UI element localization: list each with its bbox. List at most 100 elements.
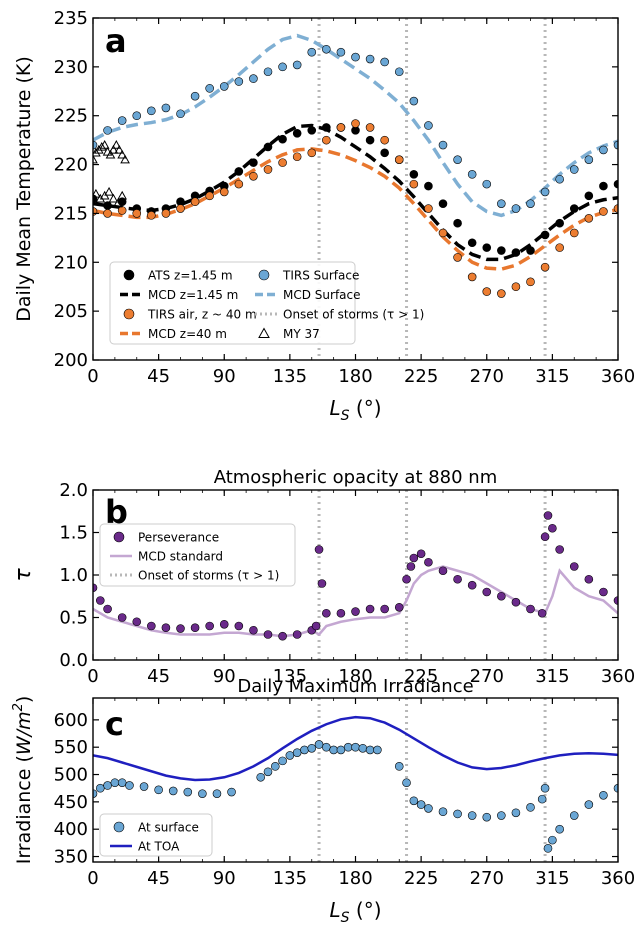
data-point — [613, 204, 618, 213]
data-point — [176, 109, 185, 119]
data-point — [219, 187, 229, 197]
data-point — [453, 218, 462, 228]
x-axis-label-L: L — [329, 898, 340, 922]
data-point — [365, 604, 375, 614]
data-point — [329, 745, 338, 755]
plot-area — [93, 18, 618, 360]
legend-label: MCD standard — [138, 550, 223, 564]
panel-label: c — [105, 705, 124, 743]
data-point — [373, 745, 382, 755]
x-tick-label: 0 — [87, 366, 98, 387]
data-point — [263, 142, 273, 152]
y-tick-label: 210 — [54, 252, 88, 273]
data-point — [205, 84, 214, 93]
data-point — [336, 123, 346, 132]
x-tick-label: 180 — [338, 868, 372, 889]
data-point-triangle — [93, 144, 104, 154]
data-point — [190, 197, 200, 207]
x-axis-label-sub: S — [341, 408, 350, 424]
series-line-3 — [93, 147, 618, 271]
data-point — [482, 812, 492, 822]
data-point-triangle — [93, 154, 98, 164]
x-tick-label: 225 — [404, 868, 438, 889]
legend-marker — [113, 531, 125, 543]
data-point — [526, 246, 535, 255]
data-point — [543, 844, 553, 853]
data-point — [599, 207, 608, 216]
data-point — [416, 549, 426, 559]
data-point — [311, 621, 321, 631]
data-point — [467, 580, 477, 590]
data-point — [278, 756, 287, 766]
data-point — [613, 179, 618, 189]
y-axis-label-close: ) — [13, 696, 35, 703]
data-point — [365, 54, 375, 64]
data-point — [103, 781, 112, 790]
legend-label: At TOA — [138, 840, 180, 854]
data-point — [569, 228, 579, 238]
data-point — [93, 140, 98, 150]
legend-marker — [113, 821, 125, 833]
legend: At surface At TOA — [99, 813, 213, 857]
y-tick-label: 0.5 — [59, 608, 88, 629]
data-point — [132, 617, 142, 627]
data-point — [132, 209, 142, 218]
legend-marker-triangle — [258, 327, 270, 338]
data-point — [526, 199, 535, 208]
data-point — [438, 807, 448, 817]
data-point — [453, 574, 462, 584]
data-point — [409, 553, 419, 563]
data-point — [599, 145, 608, 155]
data-point — [212, 789, 222, 798]
data-point — [537, 794, 547, 804]
chart-title: Atmospheric opacity at 880 nm — [214, 467, 498, 488]
data-point — [249, 74, 258, 83]
data-point — [424, 204, 433, 213]
data-point — [482, 179, 492, 189]
data-point — [613, 140, 618, 150]
data-point — [314, 740, 324, 749]
data-point — [322, 742, 331, 752]
legend: Perseverance MCD standard Onset of storms … — [99, 523, 296, 587]
data-point — [234, 621, 244, 631]
x-tick-label: 90 — [213, 868, 236, 889]
data-point — [317, 579, 327, 588]
data-point — [219, 619, 229, 629]
data-point — [161, 209, 171, 218]
data-point — [540, 783, 550, 793]
data-point — [93, 789, 98, 798]
data-point — [394, 67, 404, 77]
data-point — [409, 96, 419, 106]
data-point — [409, 796, 419, 806]
data-point — [467, 238, 477, 248]
x-tick-label: 315 — [535, 868, 569, 889]
data-point — [168, 786, 178, 796]
x-tick-label: 360 — [601, 666, 635, 687]
y-tick-label: 500 — [54, 765, 88, 786]
data-point — [599, 791, 608, 800]
x-tick-label: 45 — [147, 366, 170, 387]
data-point — [110, 778, 120, 788]
data-point — [424, 181, 433, 191]
data-point — [161, 103, 171, 113]
series-line-1 — [93, 123, 618, 262]
data-point — [190, 91, 200, 101]
data-point — [322, 44, 331, 54]
series-line-1 — [93, 565, 618, 638]
data-point — [147, 106, 156, 116]
data-point — [380, 57, 389, 67]
data-point — [95, 596, 105, 605]
data-point — [537, 608, 547, 618]
legend-label: ATS z=1.45 m — [148, 269, 233, 283]
legend-box — [99, 523, 296, 587]
data-point — [227, 787, 236, 797]
x-tick-label: 180 — [338, 366, 372, 387]
data-point — [526, 803, 535, 812]
x-tick-label: 360 — [601, 868, 635, 889]
x-axis-label: LS (°) — [329, 898, 381, 926]
data-point — [555, 174, 564, 184]
data-point — [249, 625, 258, 635]
data-point — [161, 623, 171, 633]
x-axis-label-unit: (°) — [350, 396, 382, 420]
